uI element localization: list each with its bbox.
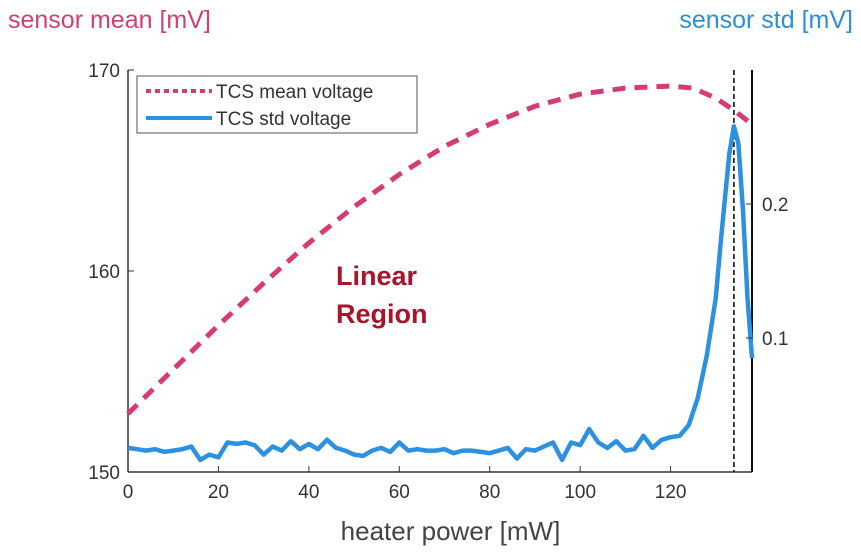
- y-left-tick-label: 150: [88, 463, 120, 484]
- annotation-region: Region: [336, 299, 428, 329]
- y-left-tick-label: 170: [88, 61, 120, 82]
- y-right-tick-label: 0.2: [762, 195, 788, 216]
- y-axis-left-label: sensor mean [mV]: [8, 6, 211, 34]
- legend-box: [136, 75, 418, 134]
- x-axis-label: heater power [mW]: [340, 516, 561, 546]
- x-tick-label: 100: [564, 482, 596, 503]
- x-tick-label: 120: [655, 482, 687, 503]
- legend-mean-label: TCS mean voltage: [216, 82, 373, 103]
- x-tick-label: 80: [479, 482, 500, 503]
- legend-std-label: TCS std voltage: [216, 109, 351, 130]
- x-tick-label: 0: [123, 482, 134, 503]
- x-tick-label: 40: [298, 482, 319, 503]
- y-left-tick-label: 160: [88, 262, 120, 283]
- series-std-line: [127, 124, 755, 463]
- y-right-tick-label: 0.1: [762, 329, 788, 350]
- annotation-linear: Linear: [336, 261, 418, 291]
- x-tick-label: 60: [389, 482, 410, 503]
- series-layer: [126, 83, 755, 463]
- tick-layer: 0 20 40 60 80 100 120 150 160 170 0.1 0.2: [88, 61, 788, 503]
- legend: TCS mean voltage TCS std voltage: [136, 75, 418, 134]
- y-axis-right-label: sensor std [mV]: [679, 6, 853, 34]
- x-tick-label: 20: [208, 482, 229, 503]
- series-mean-line: [126, 83, 754, 416]
